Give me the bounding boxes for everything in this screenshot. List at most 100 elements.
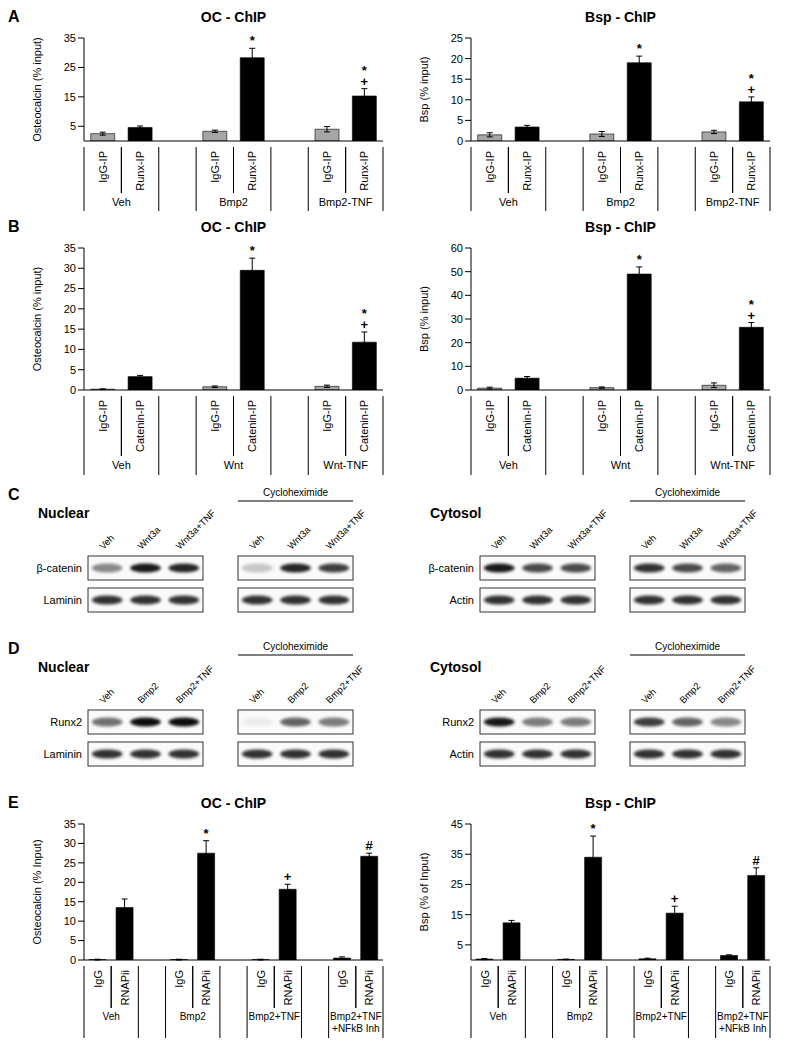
svg-text:30: 30: [64, 262, 76, 274]
svg-text:D: D: [8, 640, 20, 657]
svg-text:Catenin-IP: Catenin-IP: [246, 400, 258, 452]
svg-text:5: 5: [70, 364, 76, 376]
svg-text:#: #: [366, 838, 374, 853]
svg-text:Laminin: Laminin: [43, 594, 82, 606]
svg-text:Cycloheximide: Cycloheximide: [655, 641, 720, 652]
svg-text:Veh: Veh: [103, 1011, 120, 1022]
svg-text:Veh: Veh: [499, 459, 518, 471]
svg-text:Bmp2-TNF: Bmp2-TNF: [319, 196, 373, 208]
svg-text:RNAPii: RNAPii: [282, 970, 294, 1005]
svg-text:Bmp2: Bmp2: [567, 1011, 594, 1022]
svg-text:Osteocalcin (% input): Osteocalcin (% input): [31, 267, 43, 372]
svg-text:5: 5: [457, 939, 463, 951]
svg-text:Wnt3a: Wnt3a: [285, 524, 313, 552]
svg-text:RNAPii: RNAPii: [506, 970, 518, 1005]
svg-text:0: 0: [70, 954, 76, 966]
svg-text:Bmp2+TNF: Bmp2+TNF: [636, 1011, 687, 1022]
svg-text:+: +: [361, 74, 369, 89]
svg-text:Bmp2+TNF: Bmp2+TNF: [330, 1011, 381, 1022]
svg-text:Wnt3a: Wnt3a: [677, 524, 705, 552]
svg-text:15: 15: [64, 323, 76, 335]
svg-text:Runx-IP: Runx-IP: [246, 151, 258, 191]
svg-text:Veh: Veh: [489, 686, 508, 705]
svg-text:Wnt3a+TNF: Wnt3a+TNF: [565, 507, 609, 551]
svg-text:40: 40: [451, 289, 463, 301]
svg-text:Bmp2-TNF: Bmp2-TNF: [706, 196, 760, 208]
svg-text:45: 45: [451, 818, 463, 830]
svg-text:10: 10: [64, 343, 76, 355]
svg-text:Veh: Veh: [489, 532, 508, 551]
svg-text:0: 0: [70, 384, 76, 396]
svg-text:Wnt3a+TNF: Wnt3a+TNF: [173, 507, 217, 551]
svg-text:20: 20: [64, 303, 76, 315]
svg-text:RNAPii: RNAPii: [363, 970, 375, 1005]
svg-text:Runx2: Runx2: [50, 716, 82, 728]
svg-text:Nuclear: Nuclear: [38, 659, 90, 675]
svg-text:Veh: Veh: [490, 1011, 507, 1022]
svg-text:Veh: Veh: [499, 196, 518, 208]
svg-text:Cytosol: Cytosol: [430, 659, 481, 675]
svg-text:+: +: [748, 308, 756, 323]
svg-text:IgG: IgG: [173, 970, 185, 988]
svg-text:Cycloheximide: Cycloheximide: [655, 487, 720, 498]
svg-text:15: 15: [451, 73, 463, 85]
svg-text:+: +: [284, 869, 292, 884]
svg-text:Nuclear: Nuclear: [38, 505, 90, 521]
svg-text:Bmp2+TNF: Bmp2+TNF: [717, 1011, 768, 1022]
svg-text:#: #: [753, 853, 761, 868]
svg-text:25: 25: [64, 857, 76, 869]
svg-text:Bmp2+TNF: Bmp2+TNF: [565, 663, 607, 705]
svg-text:Veh: Veh: [97, 686, 116, 705]
svg-text:Bmp2: Bmp2: [677, 680, 702, 705]
svg-text:*: *: [204, 826, 210, 841]
svg-text:β-catenin: β-catenin: [37, 562, 82, 574]
svg-text:IgG: IgG: [723, 970, 735, 988]
svg-text:IgG: IgG: [642, 970, 654, 988]
svg-text:*: *: [250, 33, 256, 48]
svg-text:Wnt: Wnt: [224, 459, 244, 471]
svg-text:30: 30: [64, 837, 76, 849]
svg-text:RNAPii: RNAPii: [200, 970, 212, 1005]
svg-text:20: 20: [451, 53, 463, 65]
svg-text:25: 25: [451, 878, 463, 890]
svg-text:Actin: Actin: [450, 748, 474, 760]
svg-text:Veh: Veh: [247, 532, 266, 551]
svg-text:Laminin: Laminin: [43, 748, 82, 760]
svg-text:Bmp2: Bmp2: [527, 680, 552, 705]
svg-text:Bmp2+TNF: Bmp2+TNF: [715, 663, 757, 705]
svg-text:15: 15: [64, 896, 76, 908]
svg-text:Cycloheximide: Cycloheximide: [263, 487, 328, 498]
svg-text:10: 10: [451, 94, 463, 106]
svg-text:Bmp2+TNF: Bmp2+TNF: [323, 663, 365, 705]
svg-text:Veh: Veh: [97, 532, 116, 551]
svg-text:Cycloheximide: Cycloheximide: [263, 641, 328, 652]
svg-text:*: *: [637, 252, 643, 267]
svg-text:Bmp2: Bmp2: [180, 1011, 207, 1022]
svg-text:Bmp2: Bmp2: [606, 196, 635, 208]
svg-text:C: C: [8, 486, 20, 503]
svg-text:Runx-IP: Runx-IP: [358, 151, 370, 191]
svg-text:Cytosol: Cytosol: [430, 505, 481, 521]
svg-text:RNAPii: RNAPii: [119, 970, 131, 1005]
svg-text:β-catenin: β-catenin: [429, 562, 474, 574]
svg-text:Runx-IP: Runx-IP: [521, 151, 533, 191]
svg-text:IgG: IgG: [92, 970, 104, 988]
svg-text:IgG-IP: IgG-IP: [97, 151, 109, 183]
svg-text:Catenin-IP: Catenin-IP: [134, 400, 146, 452]
svg-text:35: 35: [64, 242, 76, 254]
svg-text:Bsp (% of Input): Bsp (% of Input): [418, 853, 430, 932]
svg-text:Catenin-IP: Catenin-IP: [358, 400, 370, 452]
svg-text:Bmp2: Bmp2: [285, 680, 310, 705]
svg-text:IgG-IP: IgG-IP: [321, 400, 333, 432]
svg-text:IgG-IP: IgG-IP: [708, 151, 720, 183]
svg-text:IgG-IP: IgG-IP: [209, 400, 221, 432]
svg-text:25: 25: [64, 282, 76, 294]
svg-text:50: 50: [451, 266, 463, 278]
svg-text:Wnt3a: Wnt3a: [527, 524, 555, 552]
svg-text:Catenin-IP: Catenin-IP: [745, 400, 757, 452]
svg-text:+: +: [671, 891, 679, 906]
svg-text:IgG-IP: IgG-IP: [708, 400, 720, 432]
svg-text:Runx-IP: Runx-IP: [745, 151, 757, 191]
svg-text:25: 25: [451, 32, 463, 44]
svg-text:Veh: Veh: [112, 459, 131, 471]
